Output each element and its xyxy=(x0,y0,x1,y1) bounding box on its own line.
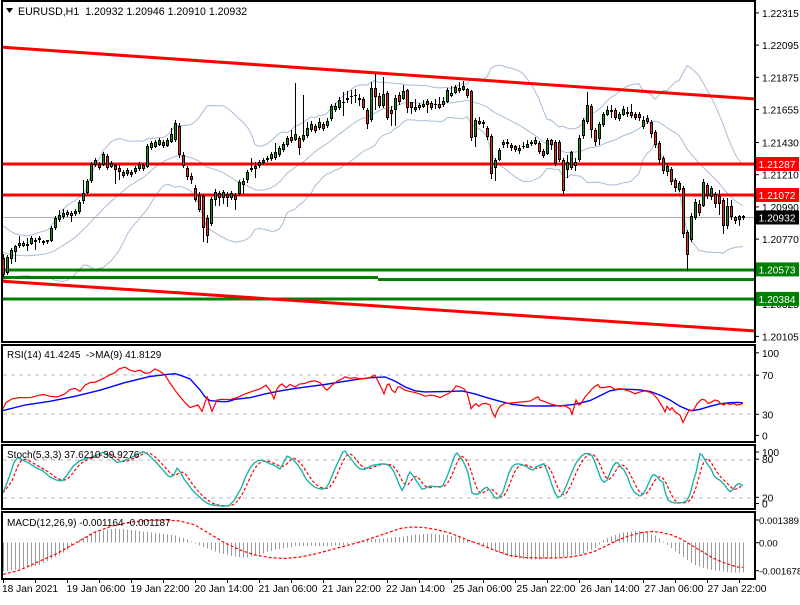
svg-text:1.20770: 1.20770 xyxy=(762,235,799,246)
svg-text:26 Jan 14:00: 26 Jan 14:00 xyxy=(581,584,640,595)
svg-text:EURUSD,H1 1.20932 1.20946 1.2: EURUSD,H1 1.20932 1.20946 1.20910 1.2093… xyxy=(18,6,247,18)
svg-text:80: 80 xyxy=(762,455,774,466)
svg-text:1.20990: 1.20990 xyxy=(762,203,799,214)
svg-text:1.21875: 1.21875 xyxy=(762,73,799,84)
svg-text:22 Jan 14:00: 22 Jan 14:00 xyxy=(386,584,445,595)
svg-text:MACD(12,26,9) -0.001164 -0.001: MACD(12,26,9) -0.001164 -0.001187 xyxy=(7,518,171,529)
svg-text:Stoch(5,3,3) 37.6210 39.9276: Stoch(5,3,3) 37.6210 39.9276 xyxy=(7,450,140,461)
svg-text:1.21072: 1.21072 xyxy=(759,191,796,202)
svg-text:0.00: 0.00 xyxy=(759,539,778,550)
svg-text:20 Jan 14:00: 20 Jan 14:00 xyxy=(195,584,254,595)
svg-text:1.22315: 1.22315 xyxy=(762,9,799,20)
svg-text:19 Jan 22:00: 19 Jan 22:00 xyxy=(131,584,190,595)
svg-text:25 Jan 06:00: 25 Jan 06:00 xyxy=(453,584,512,595)
svg-text:1.21655: 1.21655 xyxy=(762,106,799,117)
svg-text:21 Jan 22:00: 21 Jan 22:00 xyxy=(322,584,381,595)
svg-text:0: 0 xyxy=(762,500,768,511)
svg-text:100: 100 xyxy=(762,448,779,459)
svg-text:20: 20 xyxy=(762,493,774,504)
svg-text:27 Jan 06:00: 27 Jan 06:00 xyxy=(645,584,704,595)
svg-text:0: 0 xyxy=(762,431,768,442)
svg-text:-0.001678: -0.001678 xyxy=(759,567,800,578)
svg-text:0.001389: 0.001389 xyxy=(759,516,799,527)
svg-text:RSI(14) 41.4245 ->MA(9) 41.81: RSI(14) 41.4245 ->MA(9) 41.8129 xyxy=(7,350,162,361)
svg-text:18 Jan 2021: 18 Jan 2021 xyxy=(2,584,58,595)
svg-text:1.22095: 1.22095 xyxy=(762,41,799,52)
svg-text:1.21287: 1.21287 xyxy=(759,160,796,171)
svg-text:1.21210: 1.21210 xyxy=(762,171,799,182)
svg-text:30: 30 xyxy=(762,410,774,421)
svg-text:19 Jan 06:00: 19 Jan 06:00 xyxy=(67,584,126,595)
svg-text:27 Jan 22:00: 27 Jan 22:00 xyxy=(708,584,767,595)
svg-text:21 Jan 06:00: 21 Jan 06:00 xyxy=(259,584,318,595)
svg-text:1.20573: 1.20573 xyxy=(759,265,796,276)
svg-text:1.20105: 1.20105 xyxy=(762,332,799,343)
svg-text:1.20384: 1.20384 xyxy=(759,295,796,306)
svg-text:1.21430: 1.21430 xyxy=(762,139,799,150)
svg-text:25 Jan 22:00: 25 Jan 22:00 xyxy=(517,584,576,595)
svg-text:1.20932: 1.20932 xyxy=(759,214,796,225)
svg-text:100: 100 xyxy=(762,349,779,360)
svg-text:70: 70 xyxy=(762,371,774,382)
